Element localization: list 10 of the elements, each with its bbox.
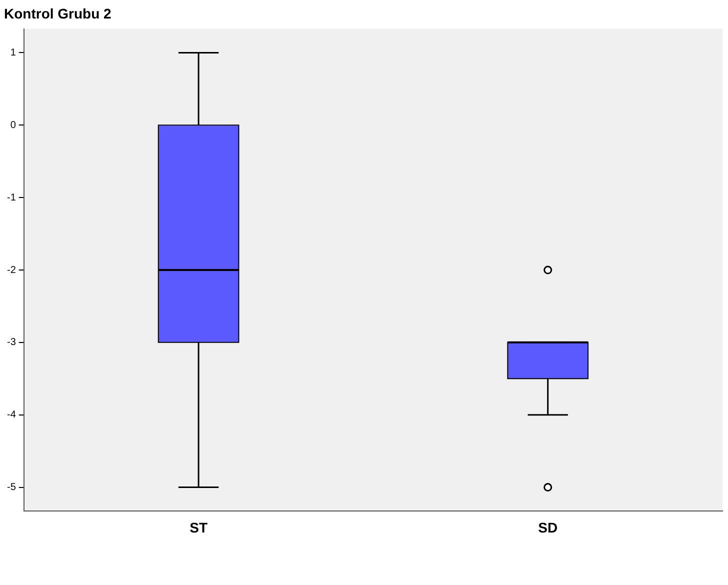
y-tick-label: -2 [6,264,16,276]
chart-title: Kontrol Grubu 2 [4,5,112,22]
y-tick-label: 0 [10,120,16,131]
y-tick-label: -1 [6,192,16,204]
x-tick-label: SD [538,519,558,536]
y-tick-label: -5 [6,482,16,494]
y-tick-label: -3 [6,337,16,348]
y-tick-label: 1 [10,47,16,58]
y-tick-label: -4 [6,410,16,421]
x-tick-label: ST [190,519,208,536]
